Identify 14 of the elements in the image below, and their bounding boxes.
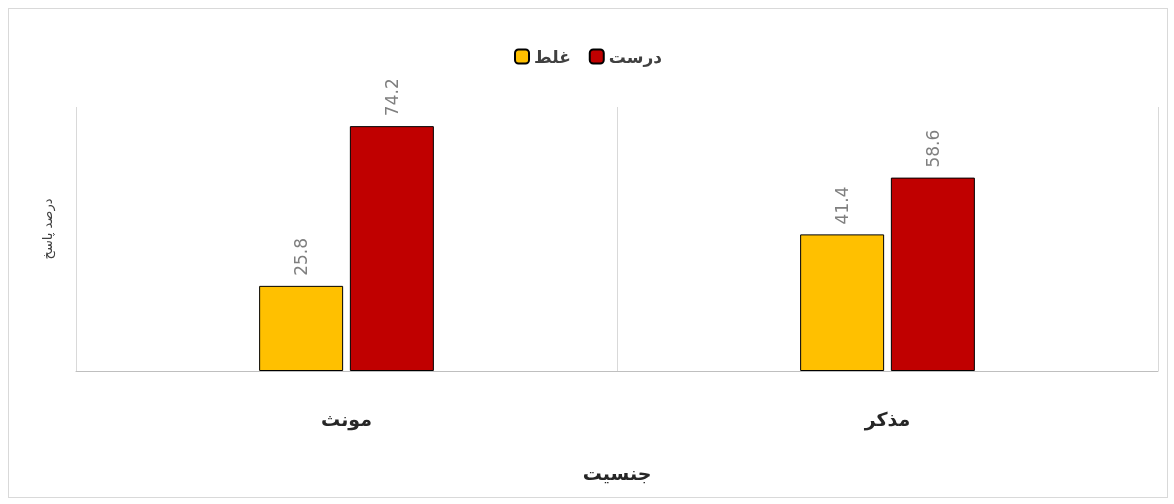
- bar: [349, 126, 434, 371]
- y-axis-title: درصد پاسخ: [39, 198, 55, 260]
- legend-label: غلط: [534, 46, 571, 67]
- x-axis-title: جنسیت: [582, 461, 652, 484]
- bar: [259, 285, 344, 371]
- bar: [800, 234, 885, 371]
- data-label: 58.6: [922, 129, 943, 168]
- x-tick-label: مذکر: [863, 407, 911, 431]
- bar: [890, 177, 975, 371]
- data-label: 25.8: [291, 238, 312, 276]
- data-label: 41.4: [832, 186, 853, 225]
- data-label: 74.2: [381, 78, 402, 117]
- x-tick-label: مونث: [321, 407, 372, 431]
- legend-label: درست: [608, 46, 663, 67]
